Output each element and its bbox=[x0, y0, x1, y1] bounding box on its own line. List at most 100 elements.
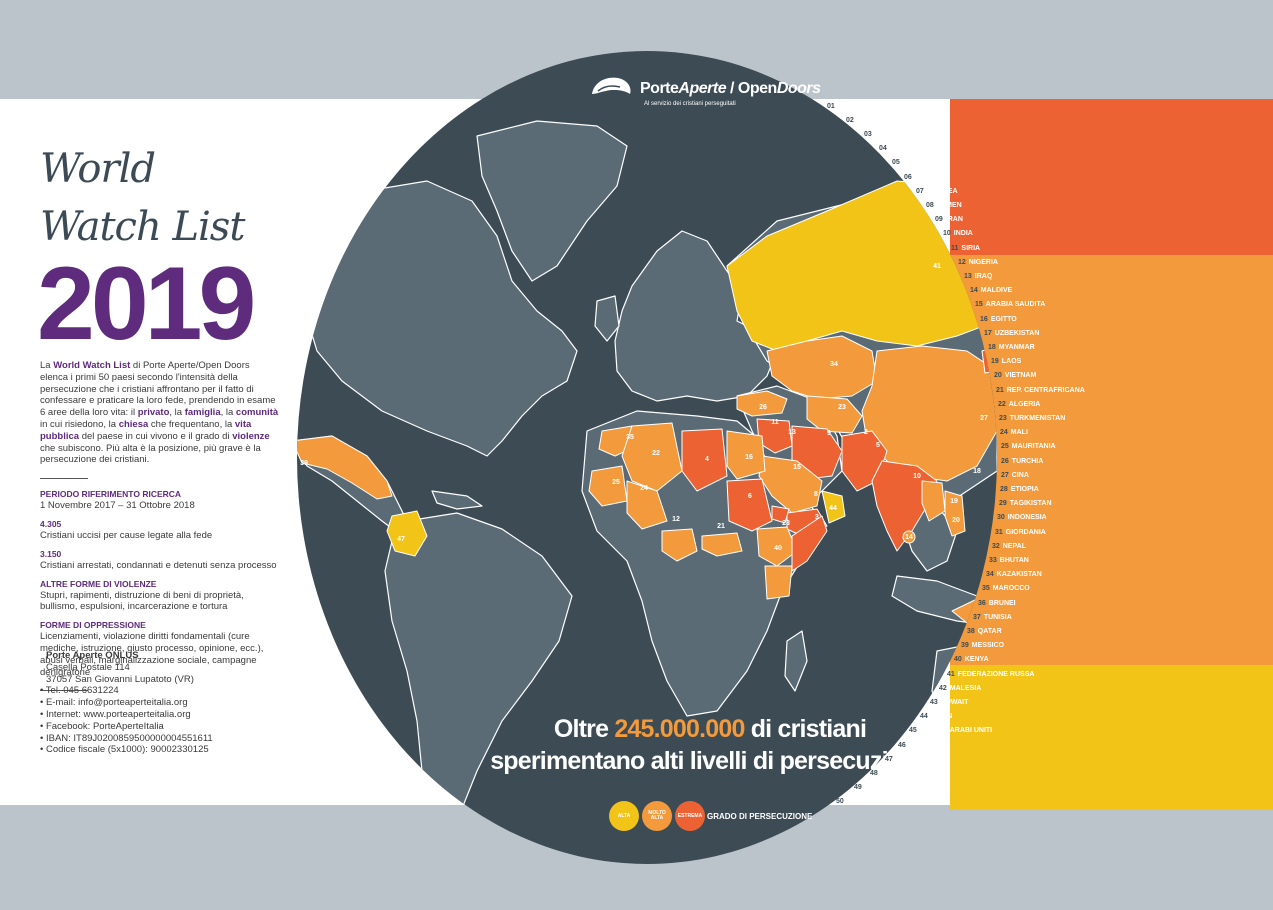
map-label: 1 bbox=[987, 358, 991, 365]
country-somalia bbox=[791, 515, 828, 572]
ranking-number: 01 bbox=[827, 102, 835, 110]
page-year: 2019 bbox=[37, 246, 256, 362]
ranking-row: 49 TERRITORI PALESTINESI bbox=[854, 781, 950, 795]
ranking-country: ETIOPIA bbox=[1010, 485, 1039, 493]
ranking-number: 41 bbox=[947, 670, 955, 678]
country-ethiopia bbox=[756, 526, 798, 567]
ranking-number: 40 bbox=[954, 656, 962, 664]
country-nigeria bbox=[661, 528, 698, 562]
ranking-country: CINA bbox=[1011, 471, 1029, 479]
ranking-country: FEDERAZIONE RUSSA bbox=[957, 670, 1035, 678]
ranking-country: KENYA bbox=[964, 656, 989, 664]
ranking-number: 18 bbox=[988, 343, 996, 351]
ranking-row: 10 INDIA bbox=[943, 227, 973, 241]
ranking-number: 15 bbox=[975, 301, 983, 309]
ranking-number: 04 bbox=[879, 145, 887, 153]
ranking-number: 13 bbox=[964, 272, 972, 280]
intro-text: La World Watch List di Porte Aperte/Open… bbox=[40, 360, 279, 466]
ranking-row: 14 MALDIVE bbox=[970, 284, 1012, 298]
land-australia bbox=[931, 640, 997, 742]
world-map: 41 34 27 26 23 9 2 5 10 13 11 15 8 4 16 … bbox=[297, 51, 997, 864]
ranking-number: 28 bbox=[1000, 485, 1008, 493]
map-label: 39 bbox=[300, 460, 308, 467]
ranking-row: 24 MALI bbox=[1000, 426, 1028, 440]
ranking-number: 38 bbox=[967, 627, 975, 635]
ranking-row: 02 AFGHANISTAN bbox=[846, 113, 907, 127]
map-label: 40 bbox=[774, 545, 782, 552]
ranking-number: 47 bbox=[885, 755, 893, 763]
land-uk bbox=[594, 295, 620, 342]
ranking-country: TERRITORI PALESTINESI bbox=[864, 784, 950, 792]
ranking-number: 49 bbox=[854, 784, 862, 792]
ranking-country: LIBIA bbox=[889, 145, 909, 153]
ranking-number: 45 bbox=[909, 727, 917, 735]
ranking-country: TAGIKISTAN bbox=[1009, 500, 1052, 508]
ranking-number: 22 bbox=[998, 400, 1006, 408]
ranking-row: 23 TURKMENISTAN bbox=[999, 411, 1065, 425]
ranking-country: COREA DEL NORD bbox=[837, 102, 902, 110]
ranking-country: MAURITANIA bbox=[1011, 443, 1056, 451]
ranking-number: 44 bbox=[920, 713, 928, 721]
ranking-row: 33 BHUTAN bbox=[989, 553, 1029, 567]
ranking-row: 27 CINA bbox=[1001, 468, 1029, 482]
ranking-number: 17 bbox=[984, 329, 992, 337]
ranking-row: 25 MAURITANIA bbox=[1001, 440, 1056, 454]
ranking-row: 09 IRAN bbox=[935, 213, 963, 227]
ranking-country: MALI bbox=[1010, 429, 1028, 437]
ranking-country: SIRIA bbox=[961, 244, 981, 252]
page-title: World Watch List bbox=[40, 146, 245, 250]
map-label: 27 bbox=[980, 415, 988, 422]
map-label: 34 bbox=[830, 361, 838, 368]
contact-block: Porte Aperte ONLUS Casella Postale 114 3… bbox=[40, 650, 280, 756]
ranking-row: 46 SRI LANKA bbox=[898, 738, 947, 752]
ranking-country: BANGLADESH bbox=[880, 769, 931, 777]
ranking-number: 34 bbox=[986, 571, 994, 579]
country-eritrea bbox=[771, 505, 790, 524]
ranking-row: 19 LAOS bbox=[991, 355, 1021, 369]
map-label: 47 bbox=[397, 536, 405, 543]
map-label: 12 bbox=[672, 516, 680, 523]
land-caribbean bbox=[431, 490, 483, 510]
ranking-country: INDIA bbox=[953, 230, 973, 238]
map-label: 15 bbox=[793, 464, 801, 471]
country-china bbox=[861, 345, 997, 482]
country-indonesia bbox=[951, 598, 997, 627]
ranking-country: BHUTAN bbox=[999, 556, 1029, 564]
ranking-number: 20 bbox=[994, 372, 1002, 380]
legend-extreme: ESTREMA bbox=[675, 801, 705, 831]
ranking-row: 18 MYANMAR bbox=[988, 340, 1035, 354]
ranking-country: EGITTO bbox=[990, 315, 1017, 323]
country-vietnam-laos bbox=[944, 490, 966, 537]
info-column: World Watch List 2019 La World Watch Lis… bbox=[37, 140, 280, 701]
stat-section: PERIODO RIFERIMENTO RICERCA 1 Novembre 2… bbox=[40, 489, 195, 512]
ranking-number: 30 bbox=[997, 514, 1005, 522]
ranking-row: 40 KENYA bbox=[954, 653, 989, 667]
ranking-number: 03 bbox=[864, 130, 872, 138]
ranking-band-high bbox=[950, 665, 1273, 810]
map-label: 26 bbox=[759, 404, 767, 411]
ranking-row: 35 MAROCCO bbox=[982, 582, 1030, 596]
ranking-row: 15 ARABIA SAUDITA bbox=[975, 298, 1045, 312]
map-label: 14 bbox=[905, 534, 913, 541]
ranking-country: SRI LANKA bbox=[908, 741, 947, 749]
ranking-band-extreme bbox=[950, 99, 1273, 255]
ranking-country: MYANMAR bbox=[998, 343, 1035, 351]
map-label: 4 bbox=[705, 456, 709, 463]
headline: Oltre 245.000.000 di cristiani speriment… bbox=[490, 715, 930, 775]
ranking-country: IRAQ bbox=[974, 272, 993, 280]
ranking-row: 43 KUWAIT bbox=[930, 695, 968, 709]
map-label: 13 bbox=[788, 429, 796, 436]
ranking-number: 14 bbox=[970, 287, 978, 295]
open-doors-logo-icon bbox=[592, 77, 631, 95]
ranking-country: TURKMENISTAN bbox=[1009, 414, 1066, 422]
map-label: 10 bbox=[913, 473, 921, 480]
map-label: 24 bbox=[640, 485, 648, 492]
map-label: 9 bbox=[827, 430, 831, 437]
ranking-number: 32 bbox=[992, 542, 1000, 550]
land-greenland bbox=[476, 120, 628, 282]
map-label: 21 bbox=[717, 523, 725, 530]
ranking-row: 38 QATAR bbox=[967, 624, 1002, 638]
ranking-country: TURCHIA bbox=[1011, 457, 1044, 465]
ranking-number: 06 bbox=[904, 173, 912, 181]
ranking-country: UZBEKISTAN bbox=[994, 329, 1040, 337]
